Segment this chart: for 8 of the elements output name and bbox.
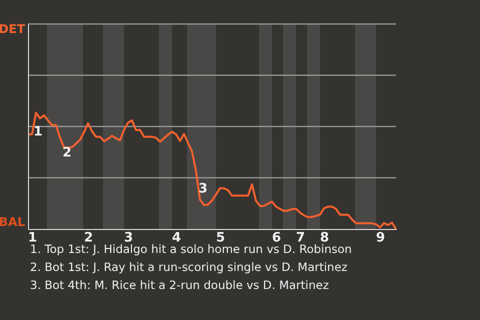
text: 2. Bot 1st: J. Ray hit a run-scoring single vs D. Martinez: [30, 260, 348, 274]
text: BAL: [0, 215, 26, 229]
text: 3. Bot 4th: M. Rice hit a 2-run double vs D. Martinez: [30, 278, 329, 292]
text: DET: [0, 22, 26, 36]
annotation: 3: [198, 181, 208, 196]
annotation: 1: [33, 124, 43, 140]
x-tick-label: 9: [376, 230, 386, 246]
annotation: 2: [62, 145, 72, 160]
